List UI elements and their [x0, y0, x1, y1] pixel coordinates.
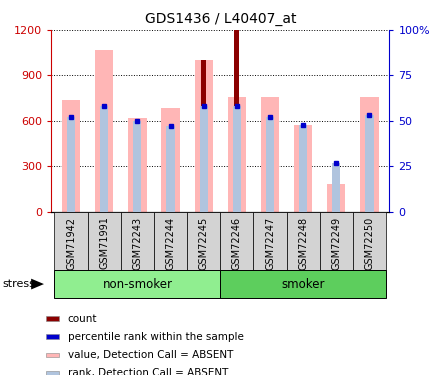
Bar [128, 118, 146, 212]
Bar [294, 125, 312, 212]
Bar [134, 121, 142, 212]
Bar [299, 124, 307, 212]
Bar [320, 212, 353, 270]
Text: count: count [68, 314, 97, 324]
Text: percentile rank within the sample: percentile rank within the sample [68, 332, 244, 342]
Text: rank, Detection Call = ABSENT: rank, Detection Call = ABSENT [68, 368, 228, 375]
Bar [162, 108, 180, 212]
Bar [46, 352, 59, 357]
Bar [194, 60, 213, 212]
Bar [121, 212, 154, 270]
Bar [46, 316, 59, 321]
Text: GSM71942: GSM71942 [66, 216, 76, 270]
Bar [201, 60, 206, 212]
Text: smoker: smoker [281, 278, 325, 291]
Text: GSM72245: GSM72245 [199, 216, 209, 270]
Bar [353, 212, 386, 270]
Bar [46, 334, 59, 339]
Bar [233, 106, 241, 212]
Bar [154, 212, 187, 270]
Bar [220, 270, 386, 298]
Bar [187, 212, 220, 270]
Title: GDS1436 / L40407_at: GDS1436 / L40407_at [145, 12, 296, 26]
Bar [228, 97, 246, 212]
Bar [254, 212, 287, 270]
Bar [287, 212, 320, 270]
Text: GSM72248: GSM72248 [298, 216, 308, 270]
Bar [327, 184, 345, 212]
Text: GSM72246: GSM72246 [232, 216, 242, 270]
Text: GSM72243: GSM72243 [132, 216, 142, 270]
Bar [67, 117, 75, 212]
Bar [46, 370, 59, 375]
Bar [220, 212, 254, 270]
Bar [100, 106, 108, 212]
Bar [95, 51, 113, 212]
Bar [365, 116, 374, 212]
Bar [200, 106, 208, 212]
Bar [266, 117, 274, 212]
Bar [360, 97, 379, 212]
Text: GSM72247: GSM72247 [265, 216, 275, 270]
Text: GSM72250: GSM72250 [364, 216, 375, 270]
Bar [332, 163, 340, 212]
Text: GSM72249: GSM72249 [332, 216, 341, 270]
Bar [88, 212, 121, 270]
Text: value, Detection Call = ABSENT: value, Detection Call = ABSENT [68, 350, 233, 360]
Text: GSM71991: GSM71991 [99, 216, 109, 269]
Text: GSM72244: GSM72244 [166, 216, 175, 270]
Bar [166, 126, 174, 212]
Bar [261, 97, 279, 212]
Bar [54, 212, 88, 270]
Bar [54, 270, 220, 298]
Bar [235, 30, 239, 212]
Text: stress: stress [2, 279, 35, 289]
Bar [62, 100, 80, 212]
Text: non-smoker: non-smoker [102, 278, 172, 291]
